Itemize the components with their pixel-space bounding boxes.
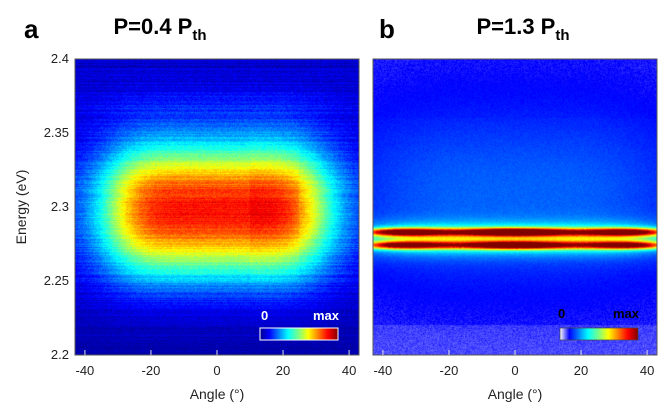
panel-b-colorbar: 0 max	[558, 306, 640, 341]
panel-b-title: P=1.3 Pth	[476, 14, 569, 44]
y-tick-label: 2.4	[51, 51, 69, 66]
panel-a-colorbar-max: max	[313, 308, 340, 323]
panel-b-x-axis-title: Angle (°)	[488, 386, 543, 402]
y-tick-label: 2.35	[44, 125, 69, 140]
panel-b-colorbar-bar	[559, 327, 639, 341]
x-tick-label: 20	[574, 363, 588, 378]
y-tick-label: 2.3	[51, 199, 69, 214]
y-tick-label: 2.2	[51, 347, 69, 362]
panel-b-colorbar-min: 0	[558, 306, 565, 321]
panel-b-x-ticks: -40 -20 0 20 40	[374, 350, 654, 378]
y-tick-label: 2.25	[44, 273, 69, 288]
panel-a-y-axis-title: Energy (eV)	[13, 170, 29, 245]
x-tick-label: 40	[640, 363, 654, 378]
panel-b-colorbar-max: max	[613, 306, 640, 321]
panel-a-colorbar: 0 max	[259, 308, 340, 341]
panel-b-letter: b	[379, 14, 395, 44]
x-tick-label: -40	[374, 363, 393, 378]
panel-b: b P=1.3 Pth -40 -20 0 20 40 Angle (°) 0 max	[372, 14, 658, 402]
x-tick-label: 0	[213, 363, 220, 378]
x-tick-label: 40	[342, 363, 356, 378]
panel-a-y-ticks: 2.2 2.25 2.3 2.35 2.4	[44, 51, 69, 362]
x-tick-label: -40	[76, 363, 95, 378]
panel-a-letter: a	[24, 14, 39, 44]
panel-b-heatmap	[373, 59, 657, 355]
panel-a-colorbar-min: 0	[261, 308, 268, 323]
panel-a-heatmap	[75, 59, 359, 355]
panel-a-x-ticks: -40 -20 0 20 40	[76, 350, 356, 378]
x-tick-label: -20	[440, 363, 459, 378]
panel-a-x-axis-title: Angle (°)	[190, 386, 245, 402]
x-tick-label: -20	[142, 363, 161, 378]
x-tick-label: 0	[511, 363, 518, 378]
panel-a-colorbar-bar	[259, 327, 339, 341]
panel-a-title: P=0.4 Pth	[113, 14, 206, 44]
x-tick-label: 20	[276, 363, 290, 378]
panel-a: a P=0.4 Pth -40 -20 0 20 40 2.22.252.32.352.…	[13, 14, 360, 402]
